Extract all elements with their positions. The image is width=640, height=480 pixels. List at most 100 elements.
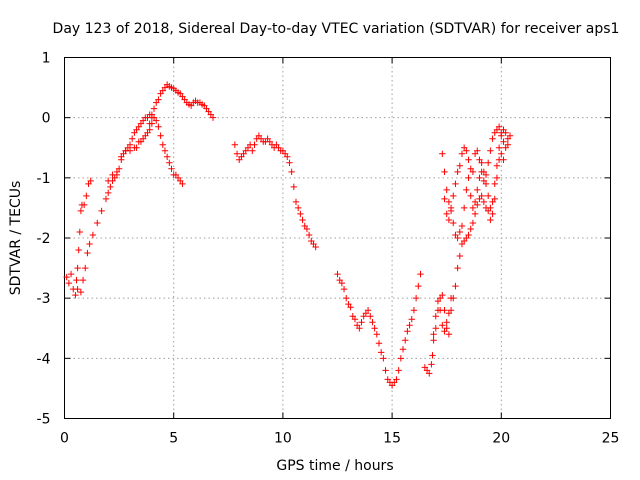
data-point: [430, 337, 437, 344]
data-point: [142, 132, 149, 139]
data-point: [489, 135, 496, 142]
data-point: [402, 337, 409, 344]
plot-frame: [64, 57, 611, 419]
data-point: [482, 180, 490, 188]
y-tick-labels: 1 0 -1 -2 -3 -4 -5: [37, 51, 51, 428]
data-point: [369, 319, 376, 326]
x-tick-label: 0: [60, 431, 69, 447]
data-point: [393, 376, 400, 383]
data-point: [94, 219, 101, 227]
data-point: [155, 96, 162, 103]
data-point: [299, 216, 306, 224]
data-point: [467, 192, 474, 200]
data-point: [163, 153, 171, 160]
data-point: [458, 150, 466, 157]
data-point: [77, 207, 85, 215]
data-point: [382, 367, 389, 374]
data-point: [231, 141, 239, 148]
data-point: [397, 355, 405, 362]
data-point: [436, 307, 444, 314]
data-point: [406, 322, 413, 329]
data-point: [373, 331, 381, 338]
data-point: [443, 319, 450, 326]
data-point: [67, 270, 75, 278]
data-point: [439, 150, 446, 157]
x-tick-labels: 0 5 10 15 20 25: [60, 431, 619, 447]
data-point: [367, 313, 374, 320]
data-point: [343, 294, 350, 302]
data-point: [288, 168, 295, 176]
data-point: [474, 186, 481, 194]
data-point: [80, 201, 88, 209]
data-point: [284, 153, 291, 160]
data-point: [146, 126, 153, 133]
data-point: [456, 252, 464, 260]
data-point: [75, 246, 82, 254]
data-point: [126, 147, 134, 154]
data-point: [447, 294, 455, 302]
data-point: [478, 159, 485, 166]
data-point: [454, 168, 461, 176]
data-point: [73, 276, 80, 284]
data-point: [412, 294, 420, 302]
data-point: [487, 204, 494, 212]
data-point: [65, 279, 73, 287]
data-point: [358, 319, 365, 326]
data-point: [148, 120, 156, 127]
data-point: [465, 174, 472, 182]
data-point: [104, 177, 112, 185]
data-point: [118, 153, 125, 160]
data-point: [467, 225, 474, 233]
data-point: [495, 123, 503, 130]
x-tick-label: 25: [602, 431, 620, 447]
data-point: [463, 147, 470, 154]
data-point: [251, 141, 258, 148]
data-point: [87, 177, 94, 185]
data-points: [63, 81, 514, 389]
data-point: [233, 150, 241, 157]
data-point: [491, 180, 498, 188]
y-axis-label: SDTVAR / TECUs: [8, 181, 24, 296]
data-point: [157, 132, 164, 139]
data-point: [83, 192, 90, 200]
data-point: [476, 174, 483, 182]
data-point: [439, 322, 446, 329]
y-tick-label: -1: [37, 171, 51, 187]
data-point: [356, 325, 363, 332]
data-point: [351, 316, 359, 323]
data-point: [133, 144, 140, 151]
data-point: [480, 168, 488, 176]
data-point: [86, 240, 93, 248]
data-point: [417, 270, 424, 278]
data-point: [179, 180, 186, 188]
data-point: [452, 180, 459, 188]
data-point: [493, 162, 501, 169]
data-point: [89, 231, 97, 239]
data-point: [209, 114, 217, 121]
grid-lines: [64, 57, 611, 419]
data-point: [460, 204, 468, 212]
data-point: [463, 186, 470, 194]
data-point: [104, 189, 112, 197]
data-point: [439, 291, 446, 299]
data-point: [395, 367, 402, 374]
data-point: [456, 228, 464, 236]
data-point: [155, 123, 162, 130]
data-point: [297, 210, 304, 218]
data-point: [474, 147, 481, 154]
data-point: [98, 207, 105, 215]
data-point: [454, 264, 461, 272]
data-point: [441, 195, 448, 203]
data-point: [375, 340, 383, 347]
data-point: [286, 159, 293, 166]
data-point: [129, 135, 136, 142]
data-point: [471, 210, 479, 218]
data-point: [404, 328, 411, 335]
data-point: [445, 198, 453, 206]
data-point: [364, 307, 372, 314]
data-point: [498, 129, 505, 136]
data-point: [294, 204, 302, 212]
data-point: [137, 138, 145, 145]
data-point: [445, 331, 453, 338]
